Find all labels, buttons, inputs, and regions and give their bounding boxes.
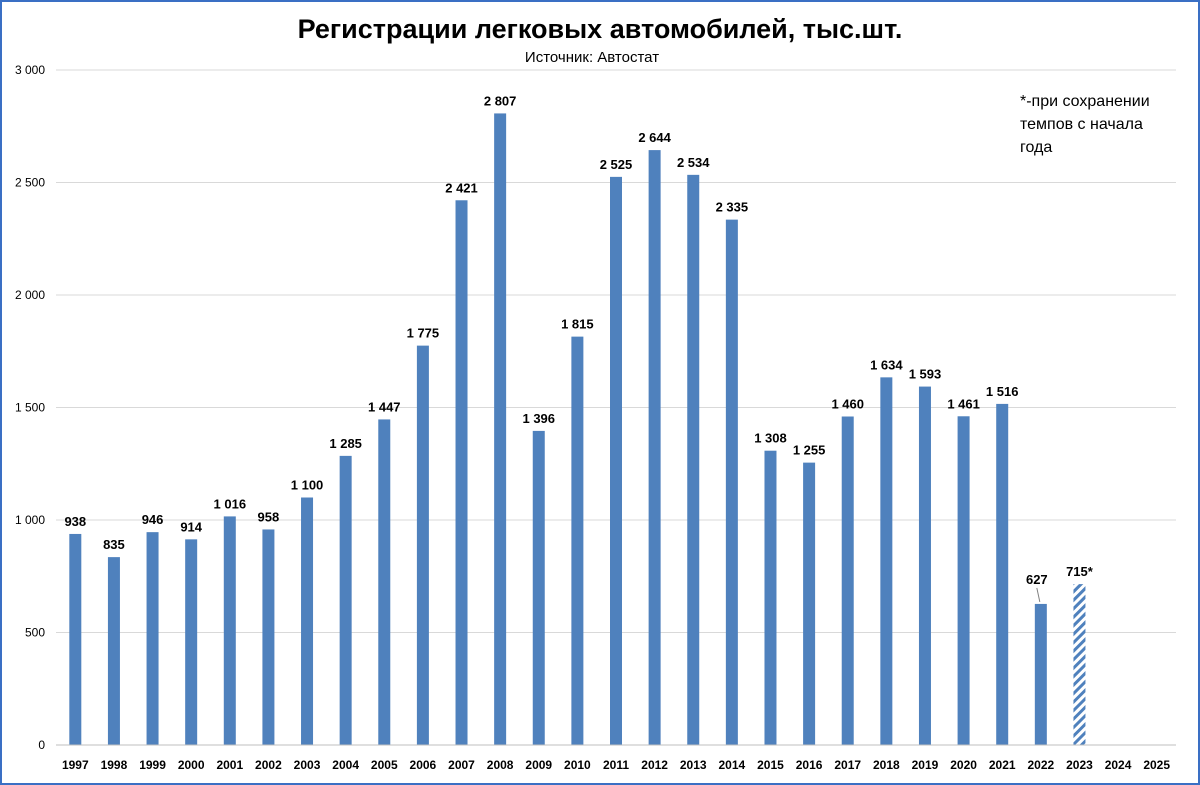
x-tick-label: 2000 xyxy=(178,758,205,772)
y-tick-label: 2 000 xyxy=(15,288,45,302)
bar xyxy=(532,430,545,745)
bar xyxy=(996,403,1009,745)
y-tick-label: 500 xyxy=(25,626,45,640)
bar xyxy=(918,386,931,745)
bar xyxy=(455,200,468,745)
x-tick-label: 2004 xyxy=(332,758,359,772)
x-tick-label: 2014 xyxy=(719,758,746,772)
data-label: 2 534 xyxy=(677,155,710,170)
data-label: 1 593 xyxy=(909,367,942,382)
x-tick-label: 2012 xyxy=(641,758,668,772)
bar xyxy=(957,416,970,745)
y-tick-label: 2 500 xyxy=(15,176,45,190)
data-label: 1 460 xyxy=(831,397,864,412)
x-tick-label: 2008 xyxy=(487,758,514,772)
x-tick-label: 2020 xyxy=(950,758,977,772)
data-label: 627 xyxy=(1026,572,1048,587)
data-label: 1 634 xyxy=(870,357,903,372)
x-tick-label: 2021 xyxy=(989,758,1016,772)
bar xyxy=(223,516,236,745)
x-tick-label: 2023 xyxy=(1066,758,1093,772)
x-tick-label: 2022 xyxy=(1027,758,1054,772)
data-label: 958 xyxy=(258,509,280,524)
data-label: 946 xyxy=(142,512,164,527)
x-tick-label: 2015 xyxy=(757,758,784,772)
bar xyxy=(725,219,738,745)
x-tick-label: 2013 xyxy=(680,758,707,772)
x-tick-label: 2010 xyxy=(564,758,591,772)
data-label: 2 421 xyxy=(445,180,478,195)
x-tick-label: 2001 xyxy=(216,758,243,772)
y-tick-label: 1 000 xyxy=(15,513,45,527)
bar xyxy=(378,419,391,745)
data-label: 1 447 xyxy=(368,399,401,414)
data-label: 1 255 xyxy=(793,443,826,458)
x-tick-label: 2003 xyxy=(294,758,321,772)
bar xyxy=(648,150,661,746)
data-label: 835 xyxy=(103,537,125,552)
x-tick-label: 2019 xyxy=(912,758,939,772)
bar xyxy=(301,497,314,745)
x-tick-label: 2007 xyxy=(448,758,475,772)
data-label: 1 775 xyxy=(407,326,440,341)
x-tick-label: 2011 xyxy=(603,758,629,772)
data-label: 2 807 xyxy=(484,93,517,108)
bar xyxy=(107,557,120,745)
bar xyxy=(687,174,700,746)
bar xyxy=(571,336,584,745)
data-label: 938 xyxy=(64,514,86,529)
data-label-leader xyxy=(1036,587,1041,603)
data-label: 914 xyxy=(180,519,202,534)
forecast-note: *-при сохранении темпов с начала года xyxy=(1020,93,1150,156)
x-tick-label: 1997 xyxy=(62,758,89,772)
data-label: 1 461 xyxy=(947,396,980,411)
bar xyxy=(339,455,352,745)
y-tick-label: 3 000 xyxy=(15,63,45,77)
y-tick-label: 0 xyxy=(38,738,45,752)
data-label: 1 516 xyxy=(986,384,1019,399)
x-tick-label: 1998 xyxy=(101,758,128,772)
data-label: 1 285 xyxy=(329,436,362,451)
bar xyxy=(803,462,816,745)
chart-subtitle: Источник: Автостат xyxy=(524,49,660,66)
x-tick-label: 2017 xyxy=(834,758,861,772)
x-tick-label: 2024 xyxy=(1105,758,1132,772)
bar-forecast xyxy=(1073,584,1086,745)
data-label: 1 016 xyxy=(214,496,247,511)
x-tick-label: 1999 xyxy=(139,758,166,772)
bar xyxy=(764,450,777,745)
x-tick-label: 2009 xyxy=(525,758,552,772)
bar xyxy=(146,532,159,745)
x-tick-label: 2006 xyxy=(410,758,437,772)
chart-title: Регистрации легковых автомобилей, тыс.шт… xyxy=(297,14,903,44)
bar xyxy=(416,345,429,745)
data-label: 1 815 xyxy=(561,317,594,332)
x-tick-label: 2002 xyxy=(255,758,282,772)
data-label: 715* xyxy=(1066,564,1094,579)
x-tick-label: 2018 xyxy=(873,758,900,772)
x-tick-label: 2005 xyxy=(371,758,398,772)
bar xyxy=(185,539,198,745)
bar xyxy=(610,176,622,745)
data-label: 1 100 xyxy=(291,478,324,493)
bar xyxy=(69,533,82,745)
data-label: 2 335 xyxy=(716,200,749,215)
data-label: 2 644 xyxy=(638,130,671,145)
x-tick-label: 2025 xyxy=(1143,758,1170,772)
bar xyxy=(494,113,507,746)
bar xyxy=(262,529,275,745)
data-label: 1 308 xyxy=(754,431,787,446)
bar xyxy=(880,377,893,745)
data-label: 2 525 xyxy=(600,157,633,172)
data-label: 1 396 xyxy=(522,411,555,426)
bar xyxy=(841,416,854,745)
x-tick-label: 2016 xyxy=(796,758,823,772)
y-tick-label: 1 500 xyxy=(15,401,45,415)
bar xyxy=(1034,603,1047,745)
